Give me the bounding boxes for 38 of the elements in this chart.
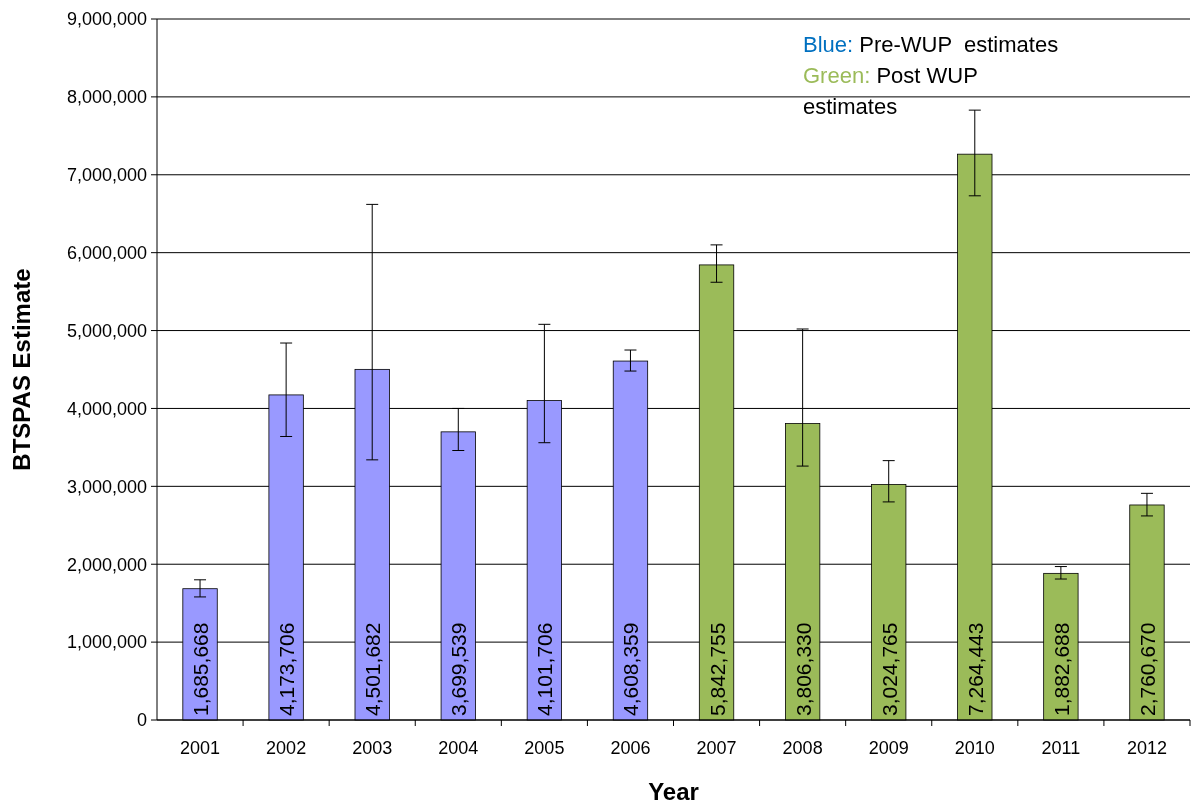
x-tick-label: 2001 bbox=[180, 738, 221, 758]
x-tick-label: 2004 bbox=[438, 738, 479, 758]
y-tick-label: 2,000,000 bbox=[66, 554, 147, 575]
x-tick-label: 2011 bbox=[1041, 738, 1081, 758]
x-tick-label: 2008 bbox=[782, 738, 823, 758]
x-tick-label: 2009 bbox=[868, 738, 909, 758]
y-tick-label: 9,000,000 bbox=[66, 9, 147, 30]
y-tick-label: 3,000,000 bbox=[66, 476, 147, 497]
y-tick-label: 7,000,000 bbox=[66, 165, 147, 186]
x-tick-label: 2002 bbox=[266, 738, 307, 758]
data-label: 4,173,706 bbox=[275, 622, 299, 716]
x-tick-label: 2010 bbox=[954, 738, 995, 758]
data-label: 1,882,688 bbox=[1049, 622, 1073, 716]
y-tick-label: 8,000,000 bbox=[66, 87, 147, 108]
data-label: 7,264,443 bbox=[963, 622, 987, 716]
data-label: 5,842,755 bbox=[705, 622, 729, 716]
data-label: 2,760,670 bbox=[1135, 622, 1159, 716]
data-label: 1,685,668 bbox=[189, 622, 213, 716]
y-tick-label: 0 bbox=[136, 710, 147, 731]
data-label: 3,024,765 bbox=[877, 622, 901, 716]
data-label: 3,699,539 bbox=[447, 622, 471, 716]
x-tick-label: 2007 bbox=[696, 738, 737, 758]
annotation: Green: Post WUP estimates bbox=[803, 63, 978, 119]
x-axis-title: Year bbox=[648, 778, 699, 805]
y-tick-label: 5,000,000 bbox=[66, 320, 147, 341]
y-axis-title: BTSPAS Estimate bbox=[8, 268, 35, 471]
data-label: 3,806,330 bbox=[791, 622, 815, 716]
y-tick-label: 6,000,000 bbox=[66, 242, 147, 263]
x-tick-label: 2012 bbox=[1126, 738, 1167, 758]
x-tick-label: 2003 bbox=[352, 738, 393, 758]
y-tick-label: 1,000,000 bbox=[66, 632, 147, 653]
data-label: 4,501,682 bbox=[361, 622, 385, 716]
x-tick-label: 2005 bbox=[524, 738, 565, 758]
x-tick-label: 2006 bbox=[610, 738, 651, 758]
data-label: 4,608,359 bbox=[619, 622, 643, 716]
y-tick-label: 4,000,000 bbox=[66, 398, 147, 419]
annotation: Blue: Pre-WUP estimates bbox=[803, 32, 1059, 57]
data-label: 4,101,706 bbox=[533, 622, 557, 716]
